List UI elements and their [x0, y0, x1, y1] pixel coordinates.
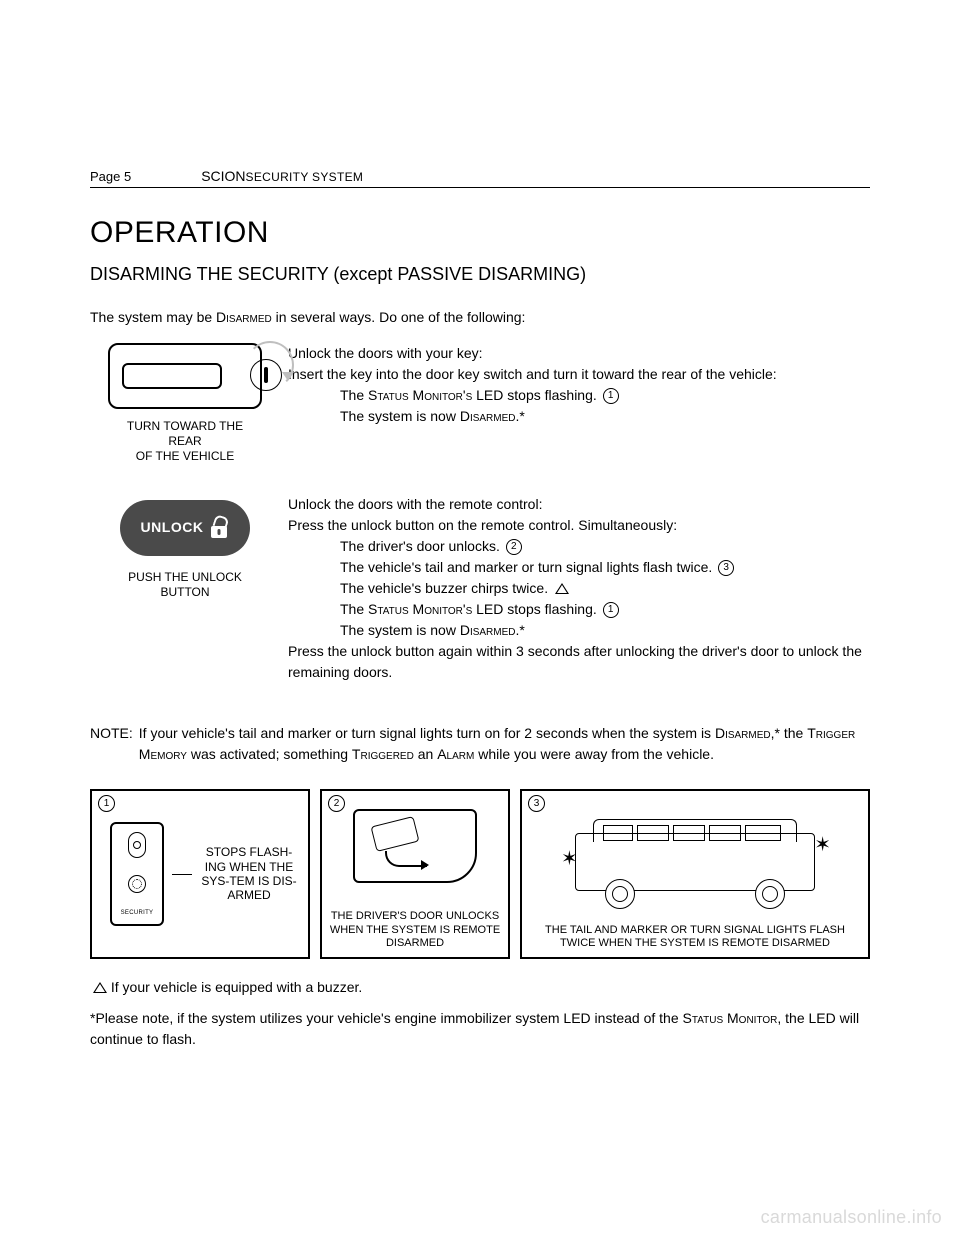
panel-2-tag: 2: [328, 795, 345, 812]
page-number: Page 5: [90, 169, 131, 184]
panel-1: 1 SECURITY STOPS FLASH-ING WHEN THE SYS-…: [90, 789, 310, 959]
b1-line4: The system is now Disarmed.*: [288, 406, 870, 427]
security-module-illustration: SECURITY: [110, 822, 164, 926]
padlock-icon: [209, 518, 229, 538]
panel-2-caption: THE DRIVER'S DOOR UNLOCKS WHEN THE SYSTE…: [328, 910, 502, 951]
b2-line3: Press the unlock button again within 3 s…: [288, 641, 870, 683]
key-caption: TURN TOWARD THE REAR OF THE VEHICLE: [90, 419, 280, 464]
page-header: Page 5 SCION SECURITY SYSTEM: [90, 168, 870, 188]
vehicle-illustration: ✶ ✶: [528, 797, 862, 924]
b1-line1: Unlock the doors with your key:: [288, 343, 870, 364]
b1-line3: The Status Monitor's LED stops flashing.…: [288, 385, 870, 406]
ref-1b-icon: 1: [603, 602, 619, 618]
triangle-icon-foot: [93, 982, 107, 993]
flash-left-icon: ✶: [561, 849, 578, 869]
door-handle-illustration: [108, 343, 262, 409]
b2-i5: The system is now Disarmed.*: [288, 620, 870, 641]
footnote-buzzer: If your vehicle is equipped with a buzze…: [90, 977, 870, 998]
method-remote: UNLOCK PUSH THE UNLOCK BUTTON Unlock the…: [90, 494, 870, 683]
b2-line1: Unlock the doors with the remote control…: [288, 494, 870, 515]
header-subtitle: SECURITY SYSTEM: [246, 170, 364, 184]
b2-i4: The Status Monitor's LED stops flashing.…: [288, 599, 870, 620]
b2-i2: The vehicle's tail and marker or turn si…: [288, 557, 870, 578]
note-text: If your vehicle's tail and marker or tur…: [139, 723, 870, 765]
panel-2: 2 THE DRIVER'S DOOR UNLOCKS WHEN THE SYS…: [320, 789, 510, 959]
flash-right-icon: ✶: [814, 835, 831, 855]
panel-1-text: STOPS FLASH-ING WHEN THE SYS-TEM IS DIS-…: [196, 845, 302, 903]
page-title: OPERATION: [90, 216, 870, 250]
b1-line2: Insert the key into the door key switch …: [288, 364, 870, 385]
watermark: carmanualsonline.info: [761, 1207, 942, 1228]
b2-line2: Press the unlock button on the remote co…: [288, 515, 870, 536]
method-key: TURN TOWARD THE REAR OF THE VEHICLE Unlo…: [90, 343, 870, 464]
b2-i3: The vehicle's buzzer chirps twice.: [288, 578, 870, 599]
panel-1-tag: 1: [98, 795, 115, 812]
panel-3-tag: 3: [528, 795, 545, 812]
section-title: DISARMING THE SECURITY (except PASSIVE D…: [90, 264, 870, 285]
panel-3: 3 ✶ ✶ THE TAIL AND MARKER OR TURN SIGNAL…: [520, 789, 870, 959]
intro-text: The system may be Disarmed in several wa…: [90, 309, 870, 325]
b2-i1: The driver's door unlocks. 2: [288, 536, 870, 557]
footnote-led: *Please note, if the system utilizes you…: [90, 1008, 870, 1050]
note-block: NOTE: If your vehicle's tail and marker …: [90, 723, 870, 765]
panel-3-caption: THE TAIL AND MARKER OR TURN SIGNAL LIGHT…: [528, 924, 862, 952]
note-label: NOTE:: [90, 723, 133, 765]
panel-row: 1 SECURITY STOPS FLASH-ING WHEN THE SYS-…: [90, 789, 870, 959]
remote-caption: PUSH THE UNLOCK BUTTON: [90, 570, 280, 600]
triangle-icon: [555, 583, 569, 594]
ref-3-icon: 3: [718, 560, 734, 576]
brand: SCION: [201, 168, 245, 184]
unlock-button-illustration: UNLOCK: [120, 500, 250, 556]
ref-2-icon: 2: [506, 539, 522, 555]
ref-1-icon: 1: [603, 388, 619, 404]
door-unlock-illustration: [353, 809, 477, 883]
